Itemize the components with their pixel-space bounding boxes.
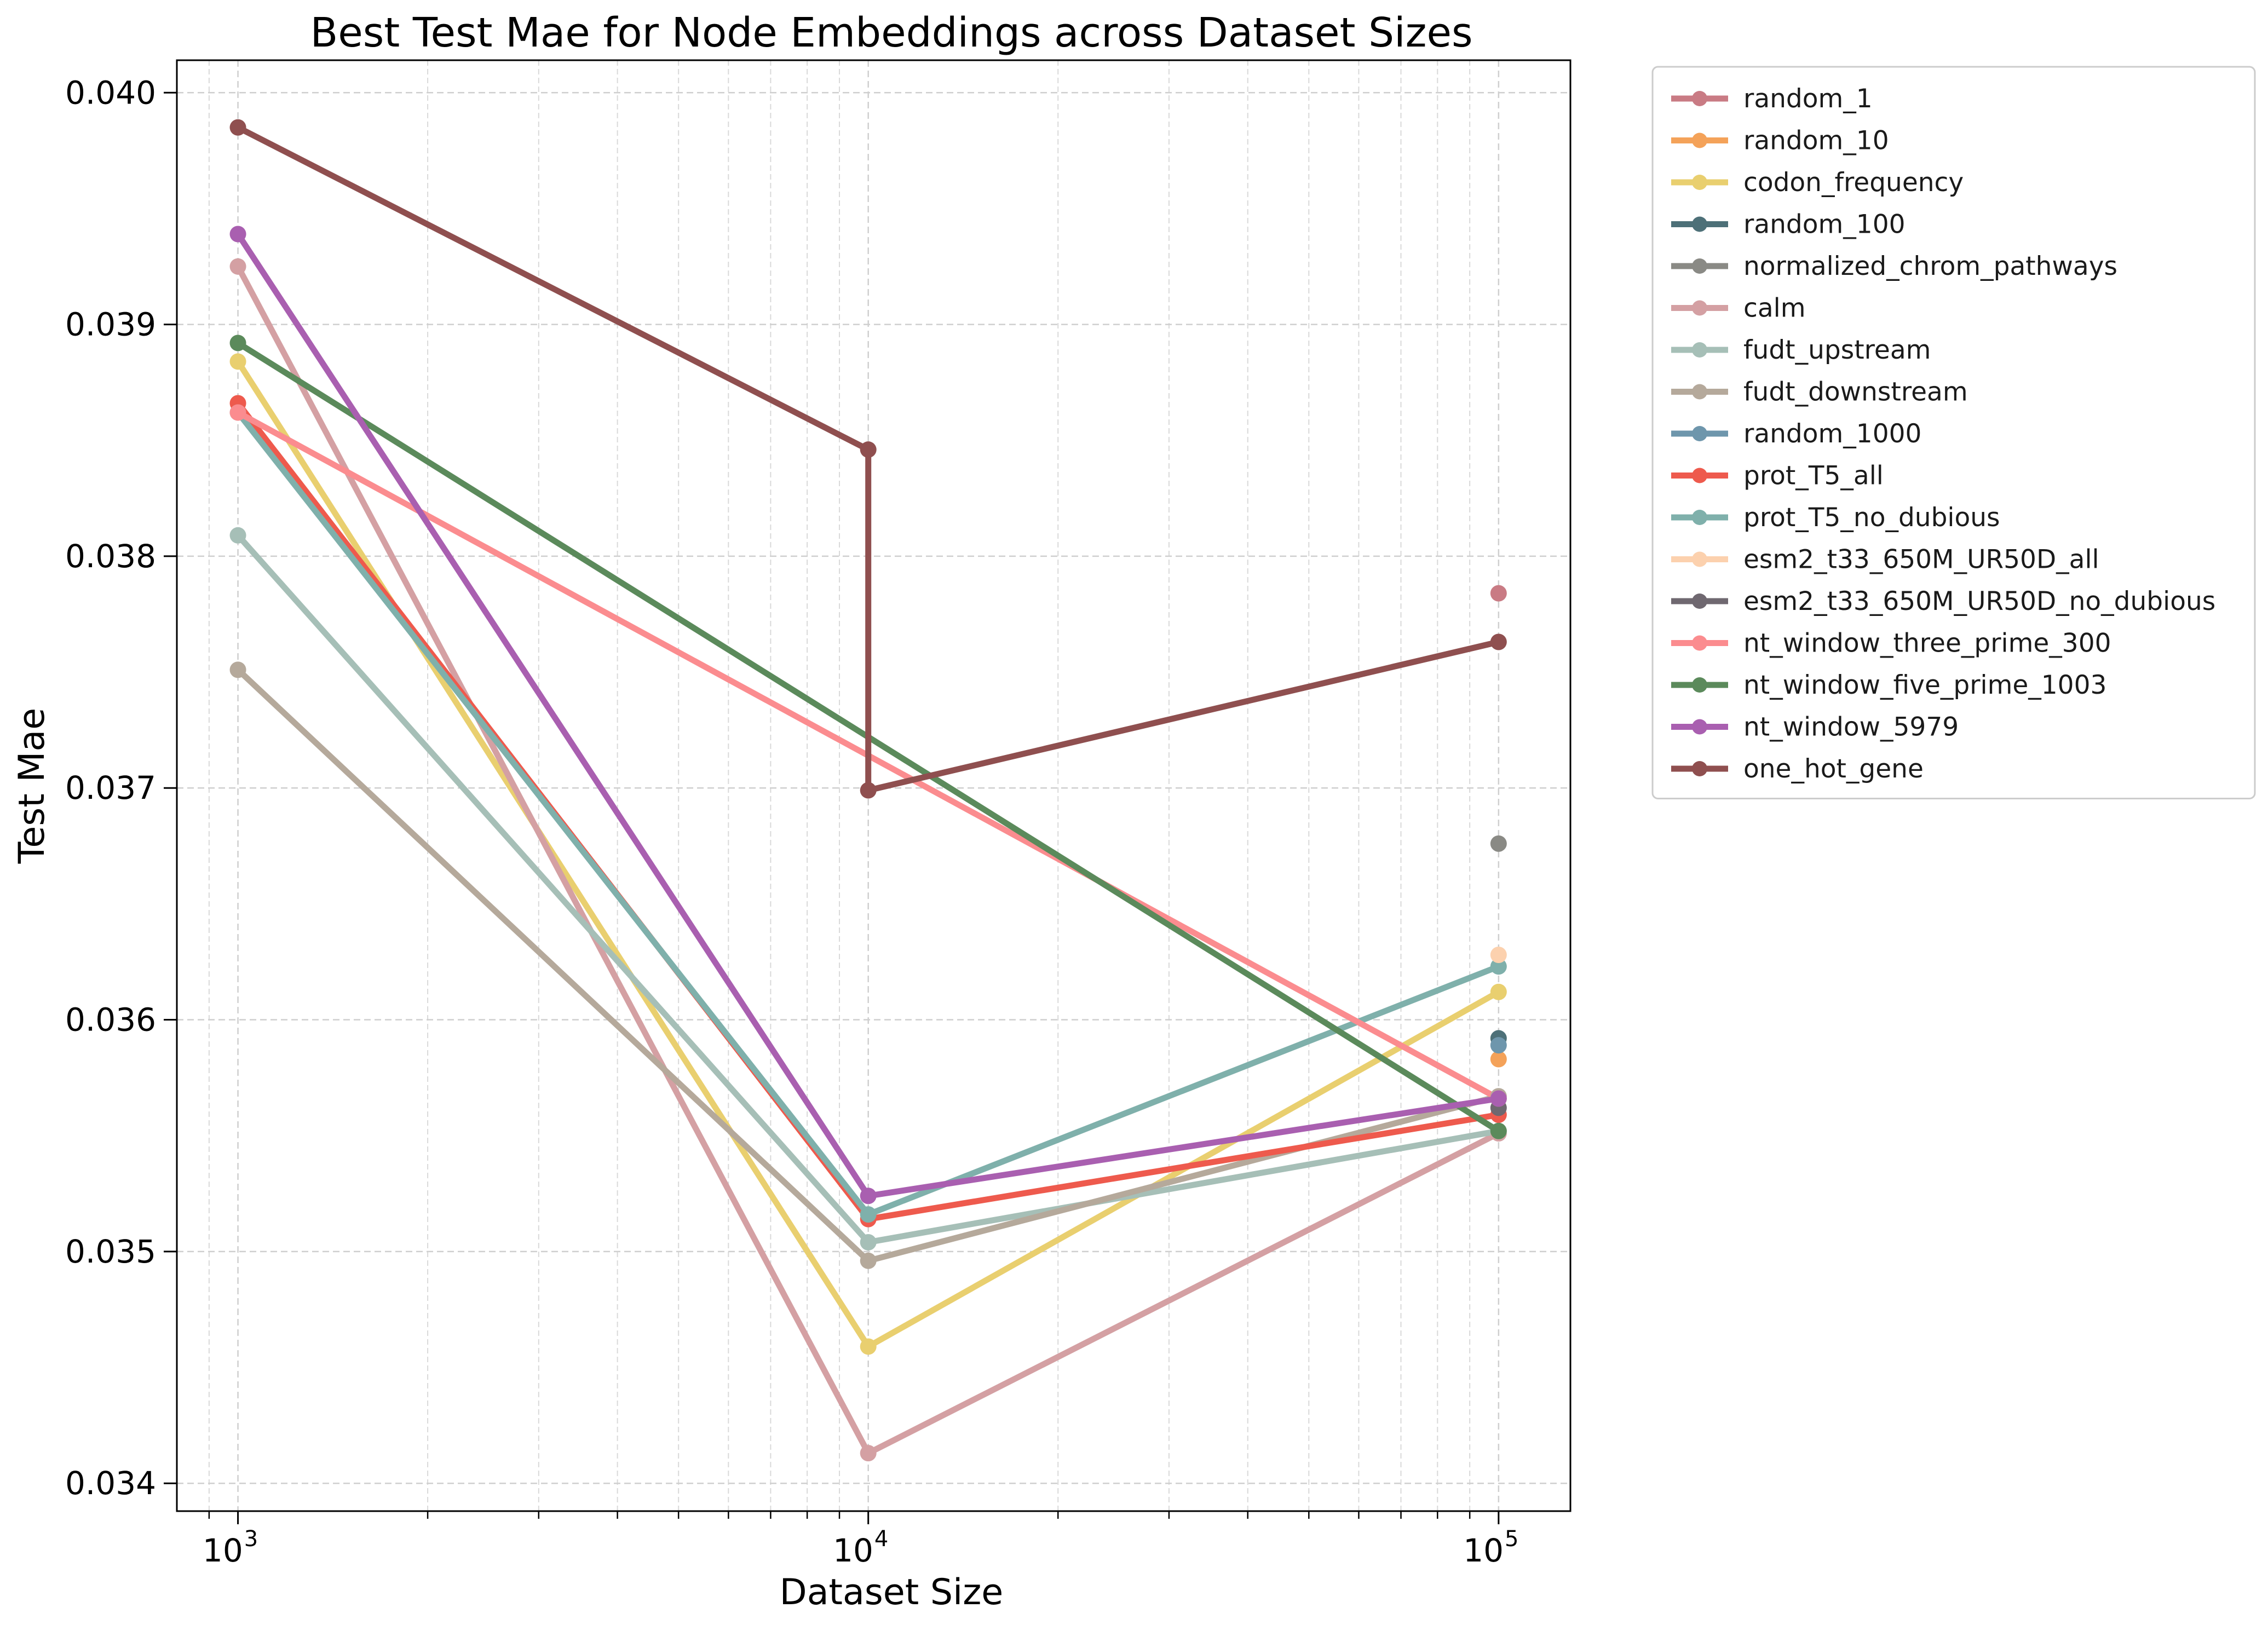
legend-marker-codon-frequency xyxy=(1692,175,1707,190)
data-point-nt-window-five-prime-1003 xyxy=(229,335,246,351)
legend-marker-random-10 xyxy=(1692,132,1707,148)
data-point-fudt-downstream xyxy=(860,1252,877,1269)
plot-frame xyxy=(176,59,1572,1512)
data-point-fudt-upstream xyxy=(860,1234,877,1251)
series-line-one-hot-gene xyxy=(235,124,1502,793)
legend: random_1 random_10 codon_frequency random_1… xyxy=(1651,66,2256,799)
legend-marker-nt-window-5979 xyxy=(1692,719,1707,735)
data-point-normalized-chrom-pathways xyxy=(1490,835,1507,852)
legend-marker-random-1 xyxy=(1692,91,1707,106)
data-point-nt-window-5979 xyxy=(860,1188,877,1205)
data-point-random-10 xyxy=(1490,1051,1507,1068)
legend-label-nt-window-5979: nt_window_5979 xyxy=(1743,712,1959,742)
legend-marker-prot-t5-all xyxy=(1692,468,1707,483)
data-point-fudt-upstream xyxy=(229,527,246,544)
chart-title: Best Test Mae for Node Embeddings across… xyxy=(310,9,1472,56)
y-tick-label: 0.038 xyxy=(65,538,156,575)
legend-frame xyxy=(1651,66,2256,799)
y-tick-label: 0.034 xyxy=(65,1465,156,1502)
data-point-calm xyxy=(229,258,246,275)
legend-label-normalized-chrom-pathways: normalized_chrom_pathways xyxy=(1743,251,2117,281)
data-point-one-hot-gene xyxy=(229,119,246,136)
legend-label-prot-t5-no-dubious: prot_T5_no_dubious xyxy=(1743,503,2000,533)
legend-marker-esm2-t33-650m-ur50d-no-dubious xyxy=(1692,593,1707,609)
legend-label-prot-t5-all: prot_T5_all xyxy=(1743,461,1884,491)
data-point-random-1 xyxy=(1490,585,1507,602)
legend-label-one-hot-gene: one_hot_gene xyxy=(1743,754,1924,784)
x-axis-label: Dataset Size xyxy=(780,1572,1004,1613)
legend-label-nt-window-five-prime-1003: nt_window_five_prime_1003 xyxy=(1743,670,2106,700)
data-point-codon-frequency xyxy=(1490,983,1507,1000)
x-axis: 103 104 105 xyxy=(203,1511,1518,1569)
legend-label-nt-window-three-prime-300: nt_window_three_prime_300 xyxy=(1743,629,2111,659)
legend-label-fudt-upstream: fudt_upstream xyxy=(1743,335,1931,365)
grid-lines xyxy=(177,60,1570,1511)
legend-marker-fudt-downstream xyxy=(1692,384,1707,400)
legend-label-esm2-t33-650m-ur50d-no-dubious: esm2_t33_650M_UR50D_no_dubious xyxy=(1743,586,2215,616)
legend-label-calm: calm xyxy=(1743,293,1805,324)
data-point-nt-window-5979 xyxy=(229,226,246,243)
legend-marker-calm xyxy=(1692,300,1707,316)
y-tick-label: 0.039 xyxy=(65,306,156,343)
data-point-one-hot-gene xyxy=(860,782,877,799)
data-point-nt-window-five-prime-1003 xyxy=(1490,1122,1507,1139)
data-point-codon-frequency xyxy=(229,353,246,370)
legend-label-random-1000: random_1000 xyxy=(1743,419,1921,449)
data-point-codon-frequency xyxy=(860,1338,877,1355)
data-point-fudt-downstream xyxy=(229,661,246,678)
data-point-nt-window-5979 xyxy=(1490,1090,1507,1107)
legend-marker-nt-window-three-prime-300 xyxy=(1692,635,1707,651)
series-points xyxy=(229,119,1507,1462)
legend-label-random-1: random_1 xyxy=(1743,84,1873,114)
data-point-prot-t5-no-dubious xyxy=(860,1206,877,1223)
legend-marker-nt-window-five-prime-1003 xyxy=(1692,677,1707,693)
data-point-calm xyxy=(860,1445,877,1462)
legend-label-random-10: random_10 xyxy=(1743,126,1889,156)
data-point-esm2-t33-650m-ur50d-all xyxy=(1490,947,1507,964)
legend-marker-fudt-upstream xyxy=(1692,342,1707,358)
legend-label-codon-frequency: codon_frequency xyxy=(1743,168,1964,198)
x-tick-label: 105 xyxy=(1463,1526,1518,1569)
data-point-one-hot-gene xyxy=(860,441,877,458)
y-tick-label: 0.037 xyxy=(65,769,156,806)
legend-label-random-100: random_100 xyxy=(1743,210,1906,240)
y-axis-label: Test Mae xyxy=(11,708,53,865)
legend-marker-normalized-chrom-pathways xyxy=(1692,258,1707,274)
y-tick-label: 0.035 xyxy=(65,1233,156,1270)
y-axis: 0.034 0.035 0.036 0.037 0.038 0.039 0.040 xyxy=(65,74,177,1502)
data-point-random-1000 xyxy=(1490,1037,1507,1054)
data-point-one-hot-gene xyxy=(1490,633,1507,650)
legend-marker-esm2-t33-650m-ur50d-all xyxy=(1692,551,1707,567)
legend-marker-random-1000 xyxy=(1692,426,1707,441)
legend-label-esm2-t33-650m-ur50d-all: esm2_t33_650M_UR50D_all xyxy=(1743,545,2099,575)
data-point-prot-t5-no-dubious xyxy=(1490,958,1507,975)
y-tick-label: 0.040 xyxy=(65,74,156,111)
legend-marker-random-100 xyxy=(1692,216,1707,232)
y-tick-label: 0.036 xyxy=(65,1001,156,1039)
legend-label-fudt-downstream: fudt_downstream xyxy=(1743,377,1968,407)
legend-marker-one-hot-gene xyxy=(1692,761,1707,776)
legend-marker-prot-t5-no-dubious xyxy=(1692,510,1707,525)
data-point-nt-window-three-prime-300 xyxy=(229,404,246,421)
